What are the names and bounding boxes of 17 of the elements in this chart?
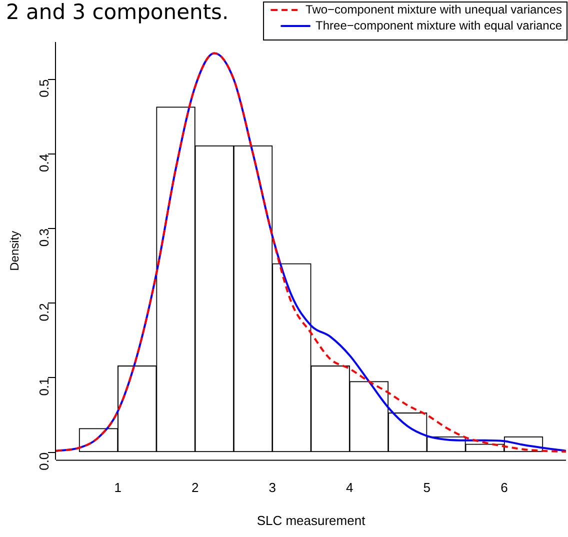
x-tick-label: 2 xyxy=(191,480,199,496)
y-axis-title: Density xyxy=(8,230,22,271)
y-tick-label: 0.3 xyxy=(36,228,52,247)
x-tick-label: 4 xyxy=(346,480,354,496)
y-tick-label: 0.2 xyxy=(36,303,52,322)
x-tick-label: 1 xyxy=(114,480,122,496)
y-tick-label: 0.0 xyxy=(36,452,52,470)
x-axis-title: SLC measurement xyxy=(256,512,366,528)
x-tick-label: 6 xyxy=(500,480,508,496)
chart-title: 2 and 3 components. xyxy=(6,0,229,24)
y-tick-label: 0.1 xyxy=(36,378,52,396)
y-tick-label: 0.5 xyxy=(36,79,52,98)
y-tick-label: 0.4 xyxy=(36,154,52,172)
legend-label: Two−component mixture with unequal variances xyxy=(306,2,562,16)
x-tick-label: 3 xyxy=(268,480,276,496)
legend-label: Three−component mixture with equal variance xyxy=(316,18,562,32)
x-tick-label: 5 xyxy=(423,480,431,496)
